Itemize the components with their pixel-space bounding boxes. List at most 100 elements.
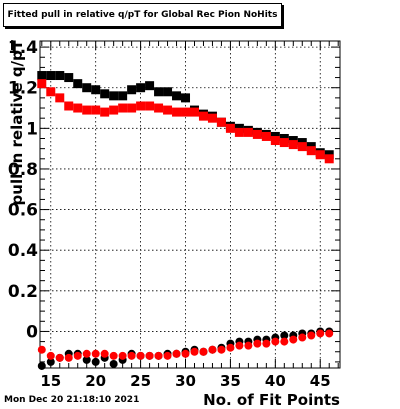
data-point-circle (37, 345, 46, 354)
data-point-circle (217, 345, 226, 354)
data-point-circle (298, 333, 307, 342)
data-point-square (145, 101, 155, 111)
data-point-circle (82, 355, 91, 364)
data-point-circle (163, 351, 172, 360)
data-point-circle (109, 351, 118, 360)
data-point-circle (82, 349, 91, 358)
y-tick-label: 0 (26, 322, 38, 342)
data-point-square (64, 73, 74, 83)
data-point-square (73, 79, 83, 89)
data-point-square (270, 136, 280, 146)
data-point-square (109, 91, 119, 101)
data-point-circle (307, 331, 316, 340)
data-point-square (55, 93, 65, 103)
data-point-square (288, 140, 298, 150)
data-point-square (55, 71, 65, 81)
data-point-circle (280, 337, 289, 346)
data-point-circle (46, 357, 55, 366)
data-point-square (73, 103, 83, 113)
data-point-circle (235, 341, 244, 350)
data-point-square (109, 105, 119, 115)
y-tick-label: 0.8 (8, 160, 38, 180)
x-tick-label: 45 (310, 372, 331, 390)
data-point-square (64, 101, 74, 111)
data-point-circle (244, 341, 253, 350)
data-point-circle (190, 347, 199, 356)
data-point-square (243, 127, 253, 137)
data-point-square (324, 154, 334, 164)
data-point-circle (172, 349, 181, 358)
data-point-square (216, 117, 226, 127)
data-point-circle (253, 339, 262, 348)
data-point-circle (199, 347, 208, 356)
data-point-circle (280, 331, 289, 340)
data-point-square (82, 83, 92, 93)
plot-frame (39, 40, 341, 369)
data-point-square (127, 103, 137, 113)
data-point-square (91, 105, 101, 115)
data-point-square (127, 85, 137, 95)
data-point-circle (316, 329, 325, 338)
data-point-square (181, 107, 191, 117)
data-point-circle (136, 351, 145, 360)
data-point-square (91, 85, 101, 95)
series-layer (37, 71, 334, 370)
data-point-circle (226, 343, 235, 352)
x-tick-label: 40 (265, 372, 286, 390)
x-tick-label: 30 (175, 372, 196, 390)
data-point-circle (181, 349, 190, 358)
x-tick-label: 35 (220, 372, 241, 390)
data-point-square (315, 150, 325, 160)
y-tick-label: 1.4 (8, 38, 38, 58)
data-point-circle (73, 351, 82, 360)
y-tick-label: 0.6 (8, 201, 38, 221)
data-point-circle (145, 351, 154, 360)
series-1 (37, 79, 334, 164)
data-point-square (100, 107, 110, 117)
data-point-circle (109, 359, 118, 368)
data-point-circle (271, 337, 280, 346)
data-point-circle (100, 349, 109, 358)
x-tick-label: 15 (40, 372, 61, 390)
y-tick-label: 1 (26, 119, 38, 139)
data-point-circle (64, 353, 73, 362)
data-point-square (46, 71, 56, 81)
chart-title: Fitted pull in relative q/pT for Global … (7, 10, 278, 20)
data-point-square (261, 131, 271, 141)
data-point-circle (55, 353, 64, 362)
x-axis-label: No. of Fit Points (203, 391, 340, 409)
data-point-square (252, 129, 262, 139)
data-point-square (100, 89, 110, 99)
data-point-square (37, 79, 47, 89)
y-axis-label: pull in relative q/pT (8, 39, 26, 205)
data-point-square (118, 91, 128, 101)
data-point-square (163, 87, 173, 97)
y-tick-label: 1.2 (8, 79, 38, 99)
data-point-square (189, 107, 199, 117)
data-point-square (172, 107, 182, 117)
data-point-circle (289, 335, 298, 344)
data-point-square (198, 111, 208, 121)
data-point-square (154, 103, 164, 113)
data-point-square (136, 83, 146, 93)
tick-layer: 15 20 25 30 35 40 45 0 0.2 0.4 0.6 0.8 1 1.2 1.4 (8, 38, 340, 390)
x-tick-label: 25 (130, 372, 151, 390)
data-point-square (225, 123, 235, 133)
data-point-square (118, 103, 128, 113)
grid-layer (40, 41, 340, 368)
data-point-circle (208, 345, 217, 354)
data-point-square (37, 71, 47, 81)
data-point-square (163, 105, 173, 115)
series-3 (37, 329, 334, 362)
data-point-circle (91, 349, 100, 358)
data-point-circle (118, 351, 127, 360)
y-tick-label: 0.2 (8, 282, 38, 302)
data-point-square (172, 91, 182, 101)
data-point-square (46, 87, 56, 97)
data-point-circle (91, 357, 100, 366)
data-point-square (306, 146, 316, 156)
y-tick-label: 0.4 (8, 241, 38, 261)
data-point-square (145, 81, 155, 91)
chart-title-box: Fitted pull in relative q/pT for Global … (3, 3, 282, 27)
